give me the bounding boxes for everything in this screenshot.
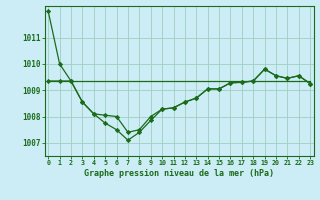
X-axis label: Graphe pression niveau de la mer (hPa): Graphe pression niveau de la mer (hPa) (84, 169, 274, 178)
